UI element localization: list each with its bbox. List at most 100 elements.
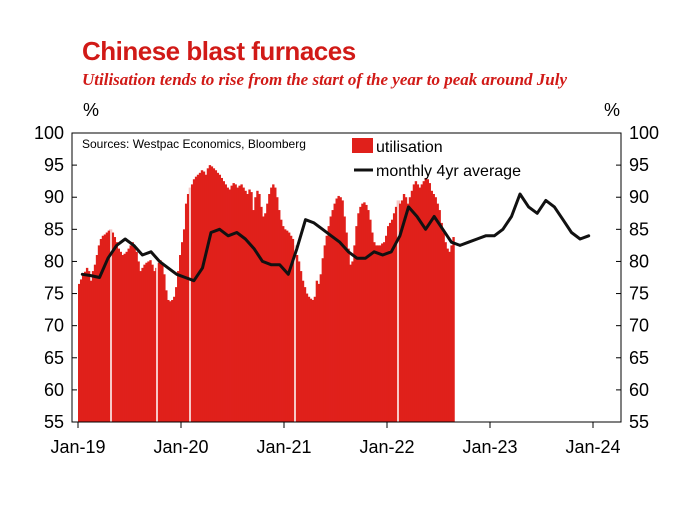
utilisation-bar xyxy=(153,271,156,422)
utilisation-bar xyxy=(179,255,182,422)
utilisation-bar xyxy=(335,198,338,422)
utilisation-bar xyxy=(81,275,85,422)
utilisation-bar xyxy=(184,203,188,422)
y-tick-label-left: 55 xyxy=(44,412,64,432)
utilisation-bar xyxy=(333,203,336,422)
utilisation-bar xyxy=(351,261,354,422)
y-tick-label-right: 70 xyxy=(629,316,649,336)
utilisation-bar xyxy=(444,242,447,422)
utilisation-bar xyxy=(339,197,342,422)
utilisation-bar xyxy=(363,202,366,422)
utilisation-bar xyxy=(216,172,220,422)
y-tick-label-left: 100 xyxy=(34,123,64,143)
utilisation-bar xyxy=(230,185,233,422)
y-tick-label-right: 65 xyxy=(629,348,649,368)
utilisation-bar xyxy=(125,251,128,422)
utilisation-bar xyxy=(161,264,164,422)
utilisation-bar xyxy=(436,203,439,422)
utilisation-bar xyxy=(236,187,239,422)
utilisation-bar xyxy=(345,232,348,422)
utilisation-bar xyxy=(365,204,368,422)
utilisation-bar xyxy=(228,189,231,422)
y-tick-label-left: 85 xyxy=(44,219,64,239)
utilisation-bar xyxy=(135,251,138,422)
utilisation-bar xyxy=(359,206,362,422)
utilisation-bar xyxy=(186,194,190,422)
utilisation-bar xyxy=(141,267,144,422)
utilisation-bar xyxy=(175,287,178,422)
utilisation-bar xyxy=(202,171,206,422)
utilisation-bar xyxy=(434,197,437,422)
utilisation-bar xyxy=(147,261,150,422)
y-tick-label-right: 100 xyxy=(629,123,659,143)
utilisation-bar xyxy=(313,296,317,422)
utilisation-bar xyxy=(198,172,202,422)
utilisation-bar xyxy=(208,165,212,423)
utilisation-bar xyxy=(291,238,295,422)
y-tick-label-left: 80 xyxy=(44,251,64,271)
utilisation-bar xyxy=(206,168,210,422)
utilisation-bar xyxy=(343,216,346,422)
utilisation-bar xyxy=(117,248,120,422)
utilisation-bar xyxy=(234,184,237,422)
utilisation-bar xyxy=(388,222,392,422)
utilisation-bar xyxy=(355,226,358,422)
utilisation-bar xyxy=(212,168,216,422)
y-unit-left: % xyxy=(83,100,99,120)
year-separators xyxy=(110,133,399,422)
utilisation-bar xyxy=(390,219,394,422)
utilisation-bar xyxy=(121,255,124,422)
utilisation-bar xyxy=(375,245,378,422)
utilisation-bar xyxy=(448,251,451,422)
utilisation-bar xyxy=(115,242,119,422)
utilisation-bar xyxy=(192,179,196,422)
utilisation-bar xyxy=(177,271,180,422)
utilisation-bar xyxy=(244,190,247,422)
utilisation-bar xyxy=(222,181,225,422)
utilisation-bar xyxy=(347,248,350,422)
utilisation-bar xyxy=(196,174,200,422)
utilisation-bar xyxy=(373,242,376,422)
utilisation-bar xyxy=(220,177,223,422)
utilisation-bar xyxy=(400,200,404,422)
utilisation-bar xyxy=(398,203,402,422)
utilisation-bar xyxy=(91,271,95,422)
y-tick-label-right: 95 xyxy=(629,155,649,175)
utilisation-bar xyxy=(171,299,174,422)
x-tick-label: Jan-20 xyxy=(153,437,208,457)
utilisation-bar xyxy=(107,230,111,422)
utilisation-bar xyxy=(93,264,97,422)
utilisation-bar xyxy=(446,248,449,422)
utilisation-bar xyxy=(452,237,455,422)
utilisation-bar xyxy=(284,229,287,422)
utilisation-bar xyxy=(240,184,243,422)
utilisation-bar xyxy=(139,271,142,422)
x-tick-label: Jan-21 xyxy=(256,437,311,457)
utilisation-bar xyxy=(85,267,89,422)
utilisation-bar xyxy=(327,226,330,422)
utilisation-bar xyxy=(260,206,263,422)
utilisation-bar xyxy=(159,260,162,422)
utilisation-bar xyxy=(385,235,388,422)
utilisation-bar xyxy=(232,183,235,422)
utilisation-bar xyxy=(392,213,396,422)
utilisation-bar xyxy=(387,226,390,422)
utilisation-bar xyxy=(79,279,83,422)
utilisation-bar xyxy=(99,238,103,422)
utilisation-bar xyxy=(301,280,305,422)
utilisation-bar xyxy=(422,181,426,422)
utilisation-bar xyxy=(377,245,380,422)
utilisation-bar xyxy=(432,194,435,422)
utilisation-bar xyxy=(143,264,146,422)
utilisation-bar xyxy=(111,232,115,422)
y-tick-label-right: 80 xyxy=(629,251,649,271)
utilisation-bar xyxy=(151,264,154,422)
utilisation-bar xyxy=(438,210,441,422)
utilisation-bar xyxy=(246,194,249,422)
utilisation-bar xyxy=(254,197,257,422)
utilisation-bar xyxy=(95,255,99,422)
y-tick-label-left: 65 xyxy=(44,348,64,368)
utilisation-bar xyxy=(278,210,281,422)
utilisation-bar xyxy=(169,301,172,422)
utilisation-bar xyxy=(145,262,148,422)
